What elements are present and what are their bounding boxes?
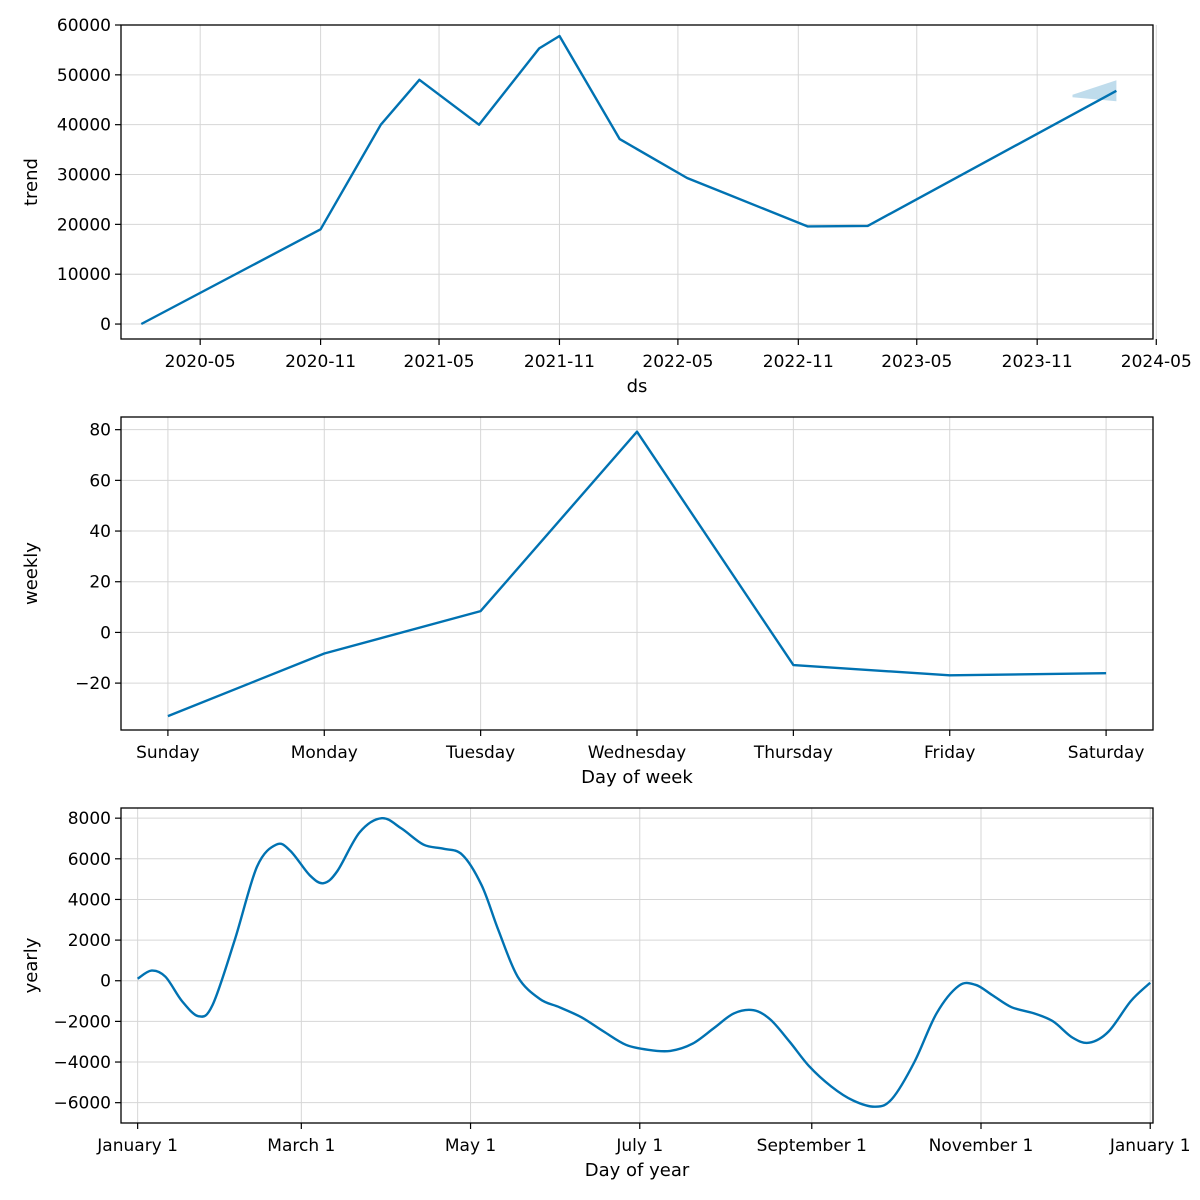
weekly-y-tick-label: 0 [100,623,111,643]
yearly-y-tick-label: 4000 [68,890,111,910]
yearly-y-axis-label: yearly [21,937,42,993]
yearly-y-tick-label: 6000 [68,850,111,870]
yearly-x-tick-label: January 1 [1109,1136,1191,1156]
trend-x-tick-label: 2022-11 [763,352,834,372]
weekly-grid [121,417,1153,730]
trend-y-tick-label: 60000 [57,16,111,36]
trend-ticks: 2020-05 2020-11 2021-05 2021-11 2022-05 2022-… [57,16,1192,372]
trend-x-tick-label: 2023-05 [881,352,952,372]
yearly-axes-frame [120,807,1154,1124]
trend-chart: 2020-05 2020-11 2021-05 2021-11 2022-05 2022-… [21,16,1192,397]
yearly-x-tick-label: January 1 [96,1136,178,1156]
trend-y-tick-label: 40000 [57,116,111,136]
yearly-y-tick-label: −6000 [53,1094,111,1114]
yearly-x-tick-label: November 1 [929,1136,1034,1156]
trend-x-tick-label: 2022-05 [642,352,713,372]
trend-y-tick-label: 30000 [57,166,111,186]
weekly-y-tick-label: 40 [89,522,111,542]
trend-x-tick-label: 2020-11 [285,352,356,372]
weekly-y-axis-label: weekly [21,542,42,605]
trend-x-axis-label: ds [627,376,648,397]
yearly-x-tick-label: July 1 [615,1136,663,1156]
yearly-grid [121,808,1153,1123]
trend-y-tick-label: 20000 [57,215,111,235]
weekly-x-tick-label: Friday [924,743,976,763]
weekly-y-tick-label: −20 [75,674,111,694]
trend-y-tick-label: 50000 [57,66,111,86]
weekly-x-tick-label: Thursday [753,743,833,763]
trend-y-axis-label: trend [21,158,42,206]
weekly-y-tick-label: 60 [89,471,111,491]
yearly-ticks: January 1 March 1 May 1 July 1 September 1 No… [53,809,1190,1156]
trend-x-tick-label: 2024-05 [1121,352,1192,372]
trend-line [140,34,1117,326]
weekly-line [167,430,1107,718]
weekly-ticks: Sunday Monday Tuesday Wednesday Thursday Frid… [75,421,1144,763]
trend-x-tick-label: 2021-11 [524,352,595,372]
yearly-chart: January 1 March 1 May 1 July 1 September 1 No… [21,807,1191,1181]
trend-x-tick-label: 2020-05 [165,352,236,372]
weekly-chart: Sunday Monday Tuesday Wednesday Thursday Frid… [21,416,1154,788]
yearly-y-tick-label: −4000 [53,1053,111,1073]
trend-x-tick-label: 2021-05 [404,352,475,372]
trend-y-tick-label: 0 [100,315,111,335]
weekly-x-tick-label: Wednesday [588,743,686,763]
weekly-x-tick-label: Sunday [136,743,200,763]
weekly-y-tick-label: 80 [89,421,111,441]
yearly-x-axis-label: Day of year [585,1160,690,1181]
yearly-x-tick-label: September 1 [757,1136,867,1156]
yearly-x-tick-label: May 1 [445,1136,496,1156]
weekly-x-tick-label: Monday [291,743,358,763]
yearly-y-tick-label: 8000 [68,809,111,829]
yearly-y-tick-label: 0 [100,972,111,992]
weekly-x-axis-label: Day of week [581,767,693,788]
trend-grid [121,24,1157,339]
weekly-x-tick-label: Saturday [1068,743,1145,763]
weekly-x-tick-label: Tuesday [445,743,515,763]
trend-x-tick-label: 2023-11 [1002,352,1073,372]
trend-axes-frame [120,24,1154,340]
yearly-y-tick-label: 2000 [68,931,111,951]
yearly-line [136,816,1152,1108]
trend-y-tick-label: 10000 [57,265,111,285]
yearly-y-tick-label: −2000 [53,1012,111,1032]
yearly-x-tick-label: March 1 [267,1136,335,1156]
weekly-y-tick-label: 20 [89,573,111,593]
